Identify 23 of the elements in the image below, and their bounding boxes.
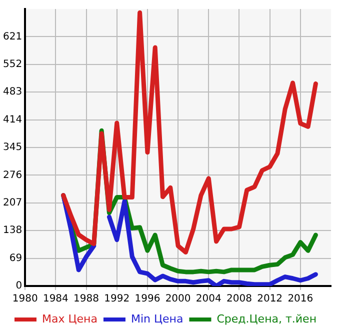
y-tick-label: 345 [2, 142, 22, 154]
x-tick-label: 2004 [196, 294, 222, 305]
legend-label: Max Цена [42, 312, 98, 326]
x-tick-label: 2012 [257, 294, 283, 305]
y-tick-label: 621 [2, 31, 22, 42]
x-tick-label: 1996 [134, 294, 160, 305]
x-tick-label: 2008 [226, 294, 252, 305]
legend-label: Сред.Цена, т.йен [216, 312, 317, 326]
x-tick-label: 1984 [42, 294, 68, 305]
y-tick-label: 414 [2, 114, 22, 126]
y-tick-label: 276 [2, 170, 22, 181]
legend-label: Min Цена [130, 312, 184, 326]
y-tick-label: 69 [9, 252, 22, 264]
y-tick-label: 0 [16, 280, 22, 292]
y-tick-label: 207 [2, 197, 22, 208]
y-tick-label: 552 [2, 58, 22, 70]
x-tick-label: 1980 [12, 294, 38, 305]
x-tick-label: 2000 [165, 294, 191, 305]
y-tick-label: 138 [2, 225, 22, 236]
x-tick-label: 1992 [104, 294, 130, 305]
y-tick-label: 483 [2, 86, 22, 98]
x-tick-label: 1988 [74, 294, 99, 305]
x-tick-label: 2016 [288, 294, 314, 305]
